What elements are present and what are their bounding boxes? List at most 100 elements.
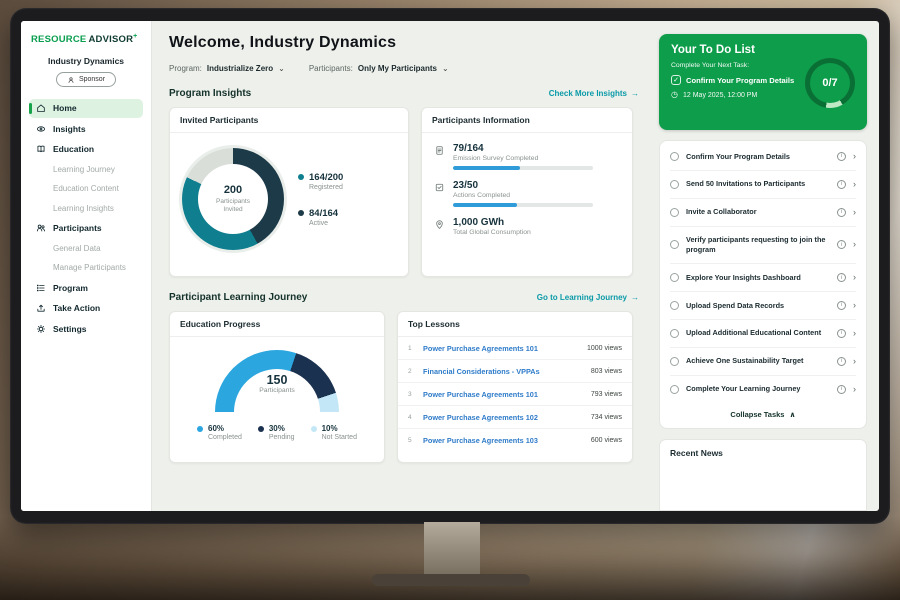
sidebar-item-education[interactable]: Education — [29, 140, 143, 159]
stat-global-consumption: 1,000 GWh Total Global Consumption — [422, 207, 632, 236]
todo-panel: Your To Do List Complete Your Next Task:… — [653, 21, 879, 511]
program-filter-label: Program: — [169, 64, 202, 73]
todo-task-row[interactable]: Send 50 Invitations to Participants i › — [670, 171, 856, 199]
legend-item-registered: 164/200 Registered — [298, 172, 343, 191]
gauge-legend: 60% Completed 30% Pending 10% Not Starte… — [170, 424, 384, 441]
sidebar-item-education-content[interactable]: Education Content — [29, 180, 143, 198]
collapse-tasks-button[interactable]: Collapse Tasks ∧ — [730, 410, 796, 420]
chevron-right-icon[interactable]: › — [853, 239, 856, 250]
sidebar-item-take-action[interactable]: Take Action — [29, 299, 143, 318]
lesson-row: 4 Power Purchase Agreements 102 734 view… — [398, 406, 632, 429]
task-checkbox[interactable] — [670, 240, 679, 250]
participants-filter-dropdown[interactable]: Participants: Only My Participants ⌄ — [309, 64, 449, 73]
todo-task-row[interactable]: Complete Your Learning Journey i › — [670, 376, 856, 403]
filter-bar: Program: Industrialize Zero ⌄ Participan… — [169, 64, 639, 73]
sidebar-item-label: Education — [53, 144, 95, 155]
chevron-right-icon[interactable]: › — [853, 206, 856, 217]
lesson-link[interactable]: Power Purchase Agreements 101 — [423, 389, 538, 399]
lesson-row: 1 Power Purchase Agreements 101 1000 vie… — [398, 337, 632, 360]
monitor-stand-base — [372, 574, 530, 586]
card-title: Invited Participants — [170, 108, 408, 133]
info-icon[interactable]: i — [837, 273, 846, 283]
task-checkbox[interactable] — [670, 179, 679, 189]
sidebar-item-participants[interactable]: Participants — [29, 219, 143, 238]
task-checkbox[interactable] — [670, 328, 679, 338]
legend-item-completed: 60% Completed — [197, 424, 242, 441]
sidebar-item-general-data[interactable]: General Data — [29, 239, 143, 257]
info-icon[interactable]: i — [837, 328, 846, 338]
location-pin-icon — [434, 217, 445, 236]
invited-participants-card: Invited Participants 200 Participants In… — [169, 107, 409, 277]
logo-plus: + — [133, 33, 138, 40]
lesson-link[interactable]: Financial Considerations - VPPAs — [423, 366, 540, 376]
recent-news-title: Recent News — [670, 448, 723, 459]
info-icon[interactable]: i — [837, 240, 846, 250]
sidebar-item-settings[interactable]: Settings — [29, 319, 143, 338]
card-title: Participants Information — [422, 108, 632, 133]
chevron-right-icon[interactable]: › — [853, 355, 856, 366]
list-icon — [36, 284, 45, 291]
recent-news-section: Recent News — [659, 439, 867, 511]
eye-icon — [36, 126, 46, 132]
todo-progress-ring: 0/7 — [805, 58, 855, 108]
info-icon[interactable]: i — [837, 179, 846, 189]
education-progress-card: Education Progress 150 Participants 60% … — [169, 311, 385, 463]
task-checkbox[interactable] — [670, 384, 679, 394]
chevron-right-icon[interactable]: › — [853, 299, 856, 310]
info-icon[interactable]: i — [837, 300, 846, 310]
chevron-right-icon[interactable]: › — [853, 178, 856, 189]
todo-due-date: ◷ 12 May 2025, 12:00 PM — [671, 90, 758, 99]
task-checkbox[interactable] — [670, 151, 679, 161]
action-upload-icon — [37, 304, 45, 312]
todo-task-row[interactable]: Achieve One Sustainability Target i › — [670, 348, 856, 376]
org-name: Industry Dynamics — [47, 56, 125, 67]
go-to-learning-journey-link[interactable]: Go to Learning Journey → — [536, 293, 639, 302]
chevron-right-icon[interactable]: › — [853, 150, 856, 161]
info-icon[interactable]: i — [837, 207, 846, 217]
info-icon[interactable]: i — [837, 151, 846, 161]
chevron-up-icon: ∧ — [789, 410, 796, 420]
todo-task-row[interactable]: Verify participants requesting to join t… — [670, 227, 856, 265]
sponsor-badge[interactable]: Sponsor — [55, 72, 117, 88]
task-checkbox[interactable] — [670, 207, 679, 217]
todo-task-row[interactable]: Explore Your Insights Dashboard i › — [670, 264, 856, 293]
info-icon[interactable]: i — [837, 384, 846, 394]
section-title: Participant Learning Journey — [169, 292, 308, 303]
invited-participants-body: 200 Participants Invited 164/200 Registe… — [170, 133, 408, 265]
sidebar-item-insights[interactable]: Insights — [29, 119, 143, 138]
chevron-right-icon[interactable]: › — [853, 272, 856, 283]
task-checkbox[interactable] — [670, 273, 679, 283]
person-icon — [68, 76, 74, 83]
sidebar-item-label: General Data — [53, 243, 101, 253]
lesson-link[interactable]: Power Purchase Agreements 101 — [423, 343, 538, 353]
lesson-link[interactable]: Power Purchase Agreements 102 — [423, 412, 538, 422]
program-filter-dropdown[interactable]: Program: Industrialize Zero ⌄ — [169, 64, 285, 73]
lesson-row: 2 Financial Considerations - VPPAs 803 v… — [398, 360, 632, 383]
todo-task-row[interactable]: Upload Additional Educational Content i … — [670, 320, 856, 348]
book-icon — [37, 145, 45, 153]
main-content: Welcome, Industry Dynamics Program: Indu… — [152, 21, 653, 511]
todo-task-row[interactable]: Invite a Collaborator i › — [670, 199, 856, 227]
chevron-right-icon[interactable]: › — [853, 327, 856, 338]
participants-filter-label: Participants: — [308, 64, 353, 73]
todo-progress-count: 0/7 — [810, 63, 850, 103]
sidebar-item-home[interactable]: Home — [29, 98, 143, 118]
info-icon[interactable]: i — [837, 356, 846, 366]
monitor-bezel: RESOURCE ADVISOR+ Industry Dynamics Spons… — [10, 8, 890, 524]
donut-legend: 164/200 Registered 84/164 Active — [298, 172, 343, 227]
sidebar-item-manage-participants[interactable]: Manage Participants — [29, 259, 143, 277]
todo-task-row[interactable]: Confirm Your Program Details i › — [670, 143, 856, 171]
sidebar-item-learning-journey[interactable]: Learning Journey — [29, 160, 143, 178]
sidebar-item-learning-insights[interactable]: Learning Insights — [29, 199, 143, 217]
people-icon — [36, 224, 45, 232]
legend-dot — [298, 210, 304, 216]
sidebar-item-program[interactable]: Program — [29, 278, 143, 297]
todo-task-row[interactable]: Upload Spend Data Records i › — [670, 292, 856, 320]
lesson-link[interactable]: Power Purchase Agreements 103 — [423, 435, 538, 445]
survey-icon — [434, 143, 445, 170]
chevron-right-icon[interactable]: › — [853, 383, 856, 394]
task-checkbox[interactable] — [670, 300, 679, 310]
task-checkbox[interactable] — [670, 356, 679, 366]
arrow-right-icon: → — [631, 293, 639, 302]
check-more-insights-link[interactable]: Check More Insights → — [548, 89, 639, 98]
